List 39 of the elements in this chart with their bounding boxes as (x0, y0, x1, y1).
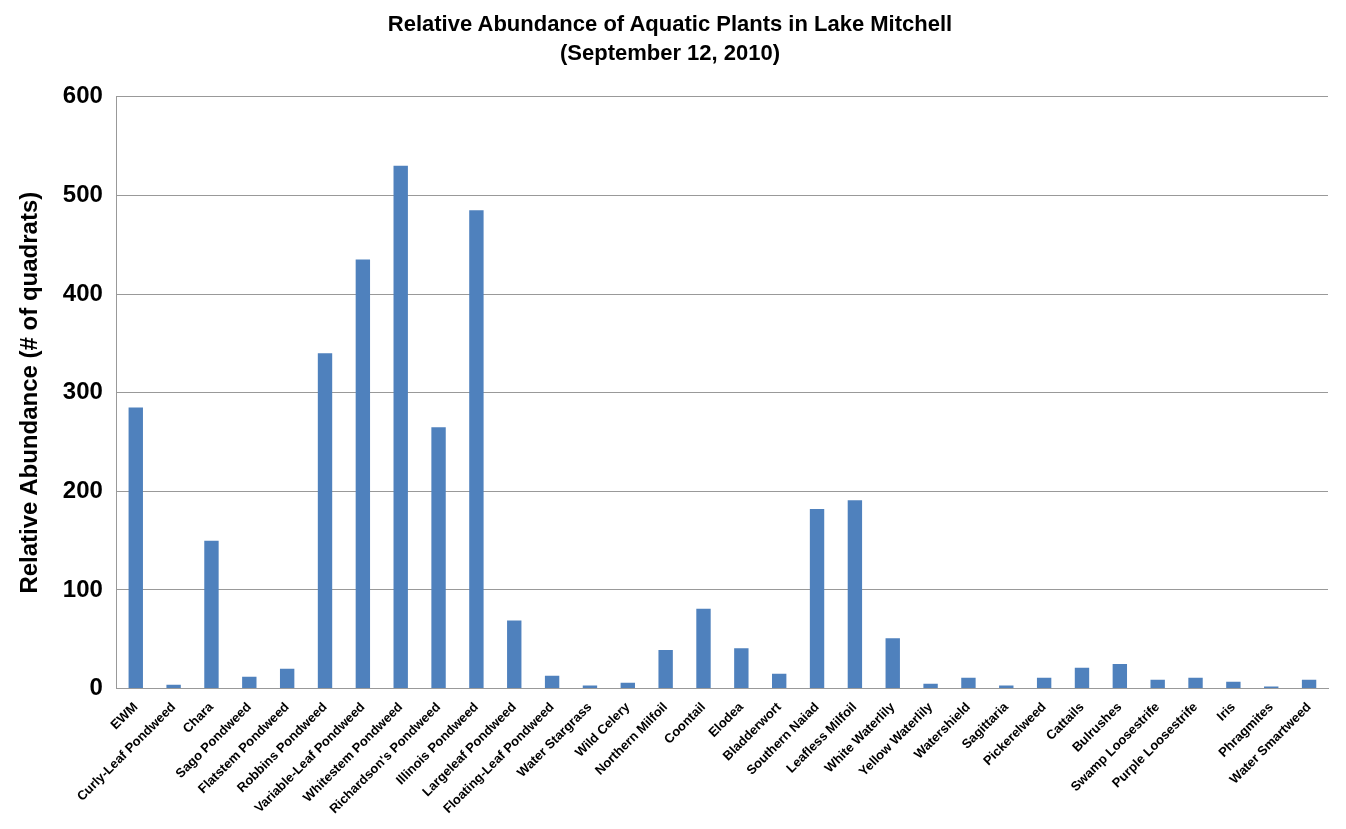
y-tick-label: 100 (62, 574, 103, 602)
bar (1036, 677, 1052, 689)
y-tick-label: 300 (62, 377, 103, 405)
bar (431, 427, 446, 689)
bar (847, 500, 863, 689)
bar (128, 407, 143, 689)
bar (885, 638, 900, 689)
bar (1188, 677, 1203, 689)
y-tick-label: 0 (89, 673, 103, 701)
bar (166, 684, 181, 689)
bar (1074, 667, 1090, 689)
bar (620, 682, 635, 689)
y-tick-label: 600 (62, 81, 103, 109)
bar (1150, 679, 1165, 689)
y-axis-title: Relative Abundance (# of quadrats) (15, 191, 43, 594)
bar (279, 668, 295, 689)
bar (961, 677, 976, 689)
bar (809, 509, 825, 689)
bar (393, 165, 408, 689)
bar (317, 353, 333, 689)
y-tick-label: 200 (62, 475, 103, 503)
bar (204, 540, 219, 689)
bar (1301, 679, 1317, 689)
bar (696, 608, 711, 689)
bar (772, 673, 787, 689)
bar (734, 648, 749, 689)
bar (923, 683, 938, 689)
bar (469, 210, 484, 689)
bar (242, 676, 257, 689)
bar (355, 259, 371, 689)
chart-title: Relative Abundance of Aquatic Plants in Lake Mitchell (387, 11, 953, 37)
bar (507, 620, 522, 689)
bar (658, 650, 673, 689)
y-tick-label: 400 (62, 278, 103, 306)
bar (1112, 663, 1128, 689)
bar (1226, 681, 1241, 689)
y-tick-label: 500 (62, 180, 103, 208)
bar (544, 675, 560, 689)
chart-subtitle: (September 12, 2010) (559, 39, 781, 65)
